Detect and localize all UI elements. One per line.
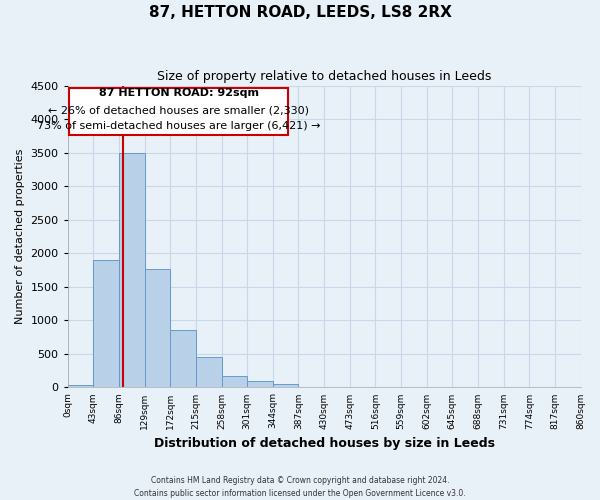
X-axis label: Distribution of detached houses by size in Leeds: Distribution of detached houses by size … — [154, 437, 494, 450]
Text: Contains HM Land Registry data © Crown copyright and database right 2024.
Contai: Contains HM Land Registry data © Crown c… — [134, 476, 466, 498]
Bar — [196, 356, 221, 388]
Bar — [247, 381, 273, 388]
Text: 87 HETTON ROAD: 92sqm: 87 HETTON ROAD: 92sqm — [98, 88, 259, 98]
Bar — [145, 268, 170, 388]
FancyBboxPatch shape — [69, 88, 289, 135]
Bar — [119, 152, 145, 388]
Y-axis label: Number of detached properties: Number of detached properties — [15, 149, 25, 324]
Bar — [273, 384, 298, 388]
Title: Size of property relative to detached houses in Leeds: Size of property relative to detached ho… — [157, 70, 491, 83]
Text: 73% of semi-detached houses are larger (6,421) →: 73% of semi-detached houses are larger (… — [37, 121, 320, 131]
Text: ← 26% of detached houses are smaller (2,330): ← 26% of detached houses are smaller (2,… — [48, 106, 309, 116]
Bar — [221, 376, 247, 388]
Bar — [68, 386, 94, 388]
Bar — [170, 330, 196, 388]
Bar — [94, 260, 119, 388]
Text: 87, HETTON ROAD, LEEDS, LS8 2RX: 87, HETTON ROAD, LEEDS, LS8 2RX — [149, 5, 451, 20]
